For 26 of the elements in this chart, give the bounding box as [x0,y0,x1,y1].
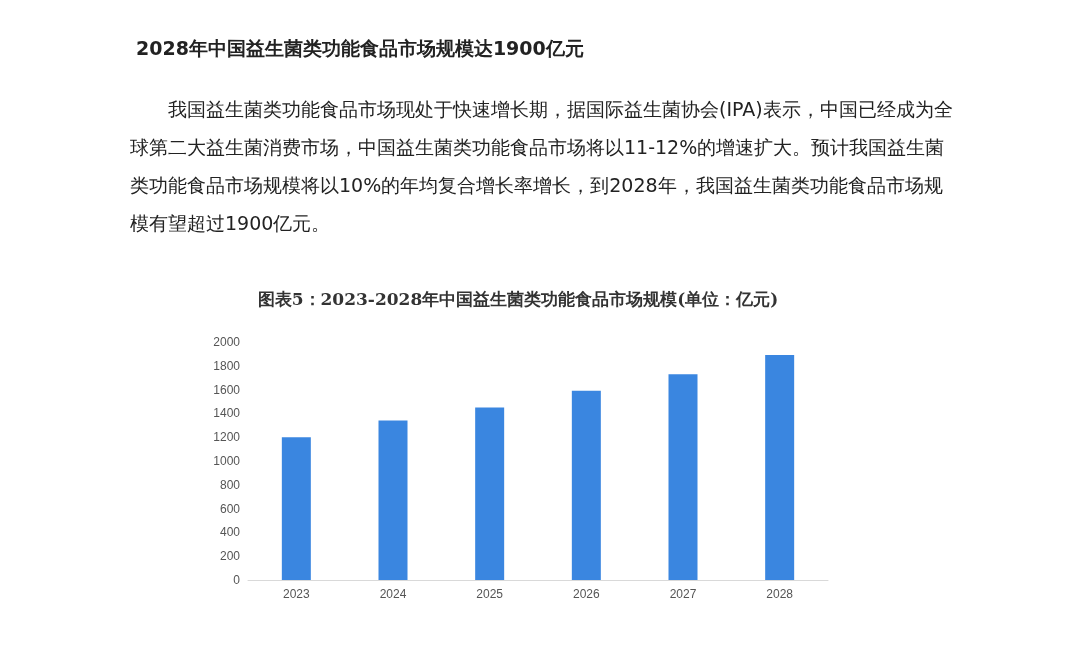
y-tick-label: 200 [219,549,241,564]
y-tick-label: 1000 [213,454,241,468]
x-tick-label: 2027 [669,587,697,601]
x-tick-label: 2028 [766,587,794,601]
bar [281,437,311,580]
y-tick-label: 1600 [213,382,241,397]
y-tick-label: 400 [219,525,241,540]
y-tick-label: 1400 [213,406,241,421]
y-tick-label: 0 [233,573,241,587]
y-tick-label: 1800 [213,358,241,373]
x-tick-label: 2023 [282,587,310,601]
bar [765,355,795,580]
bar [475,407,505,580]
text: 2028年中国益生菌类功能食品市场规模达1900亿元 [136,36,584,61]
x-tick-label: 2024 [379,587,407,601]
x-tick-label: 2026 [572,587,600,601]
bar [668,374,698,580]
y-tick-label: 2000 [213,335,241,349]
bar [571,390,601,580]
y-tick-label: 1200 [213,430,241,445]
y-tick-label: 800 [219,477,241,492]
chart-title: 图表5：2023-2028年中国益生菌类功能食品市场规模(单位：亿元) [257,288,779,309]
x-tick-label: 2025 [476,587,504,601]
bar [378,420,408,580]
text: 我国益生菌类功能食品市场现处于快速增长期，据国际益生菌协会(IPA)表示，中国已经成为全球第二大益生菌消费市场，中国益生菌类功能食品市场将以11-12%的增速扩大。预计我国益生菌类功能食品市场规模将以10%的年均复合增长率增长，到2028年，我国益生菌类功能食品市场规模有望超过1900亿元。 [130,97,954,236]
y-tick-label: 600 [219,501,241,516]
